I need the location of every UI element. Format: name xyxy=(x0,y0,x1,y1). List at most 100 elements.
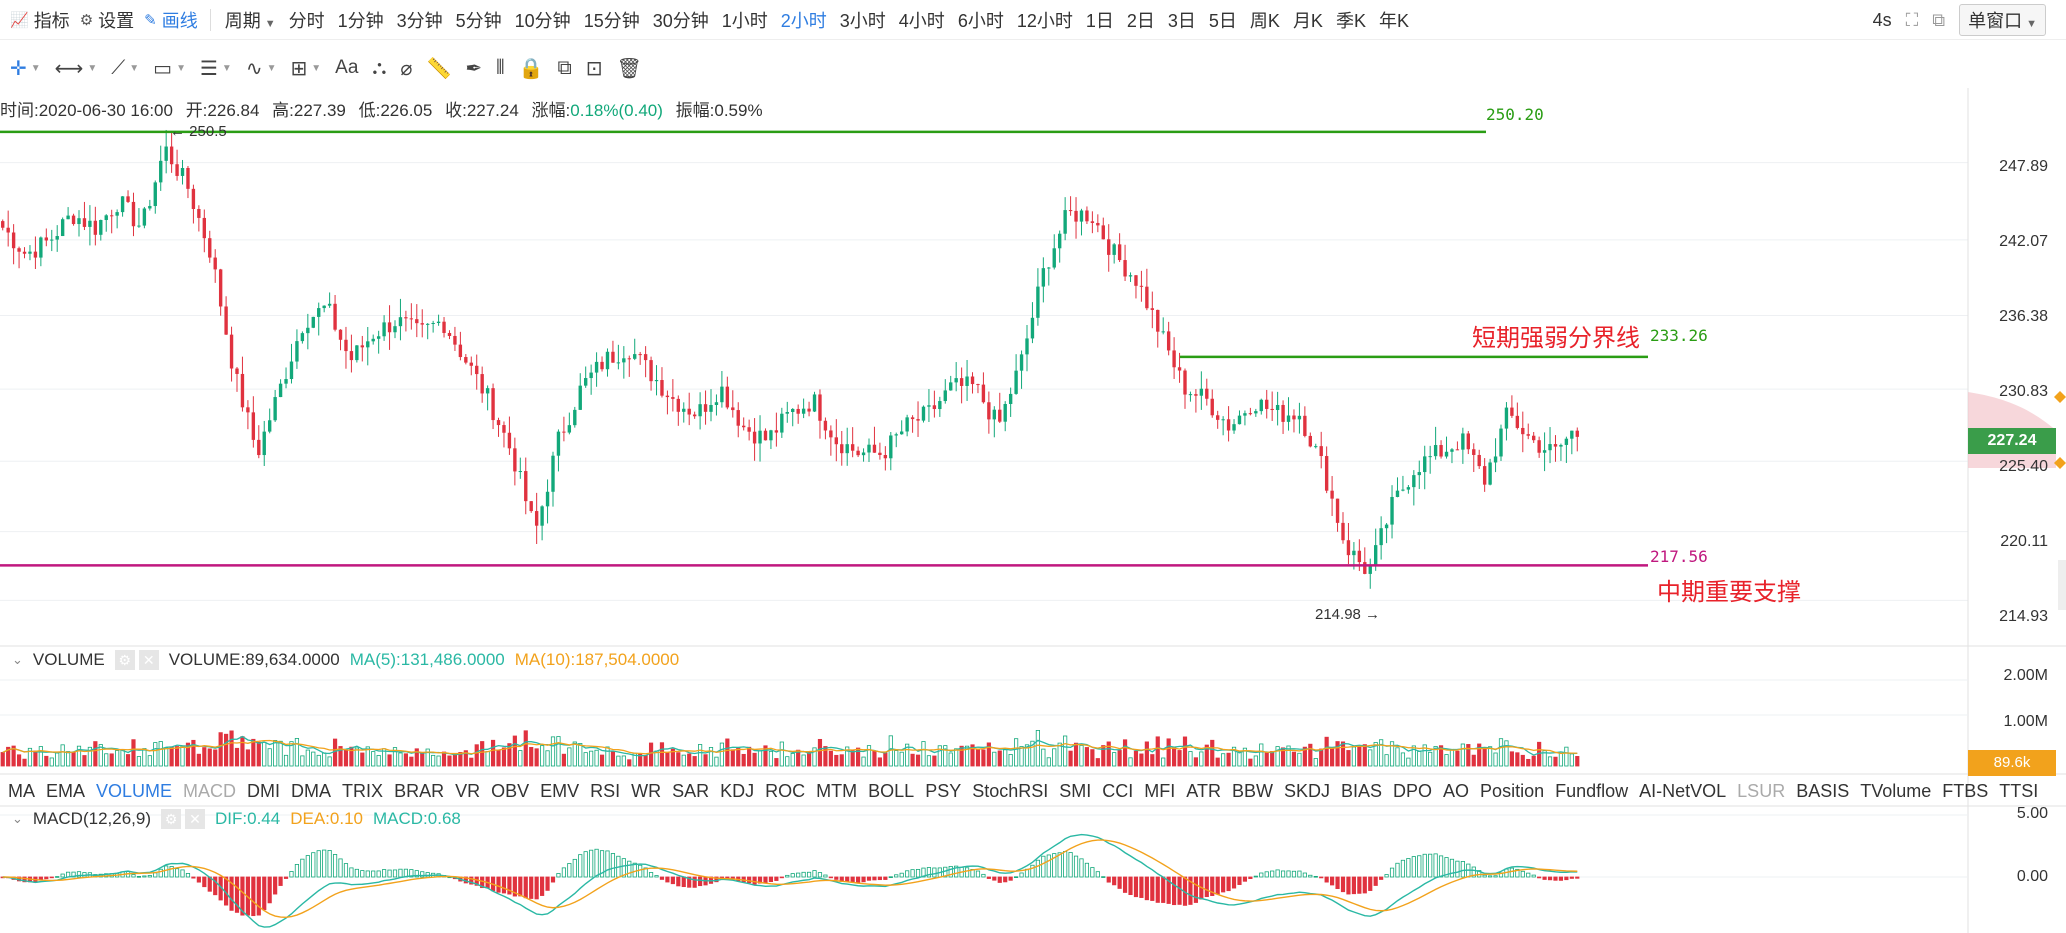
period-11[interactable]: 6小时 xyxy=(957,10,1004,31)
pen-tool[interactable]: ✒ xyxy=(465,51,482,85)
period-18[interactable]: 月K xyxy=(1292,10,1323,31)
copy-tool[interactable]: ⧉ xyxy=(557,51,571,85)
indicator-tab-12[interactable]: WR xyxy=(631,780,662,801)
magnet-tool[interactable]: ⫴ xyxy=(496,51,504,85)
indicator-tab-11[interactable]: RSI xyxy=(590,780,621,801)
volume-bar xyxy=(1133,750,1139,767)
indicator-tab-24[interactable]: BBW xyxy=(1231,780,1273,801)
period-6[interactable]: 30分钟 xyxy=(652,10,709,31)
settings-button[interactable]: ⚙ 设置 xyxy=(80,7,134,33)
close-icon[interactable]: ✕ xyxy=(138,650,159,670)
period-8[interactable]: 2小时 xyxy=(780,10,827,31)
gear-icon[interactable]: ⚙ xyxy=(114,650,135,670)
period-12[interactable]: 12小时 xyxy=(1016,10,1073,31)
window-mode-dropdown[interactable]: 单窗口 ▼ xyxy=(1959,4,2046,36)
collapse-icon[interactable]: ⌄ xyxy=(12,811,23,826)
indicator-tab-23[interactable]: ATR xyxy=(1186,780,1221,801)
indicator-tab-14[interactable]: KDJ xyxy=(720,780,755,801)
indicators-button[interactable]: 📈 指标 xyxy=(10,7,70,33)
ruler-tool[interactable]: 📏 xyxy=(426,51,451,85)
indicator-tab-9[interactable]: OBV xyxy=(491,780,530,801)
period-2[interactable]: 3分钟 xyxy=(396,10,443,31)
indicator-tab-7[interactable]: BRAR xyxy=(394,780,445,801)
candle-body xyxy=(1101,225,1105,240)
gear-icon[interactable]: ⚙ xyxy=(161,809,182,829)
indicator-tab-32[interactable]: LSUR xyxy=(1737,780,1786,801)
period-17[interactable]: 周K xyxy=(1249,10,1280,31)
collapse-icon[interactable]: ⌄ xyxy=(12,652,23,667)
indicator-tab-3[interactable]: MACD xyxy=(183,780,237,801)
period-15[interactable]: 3日 xyxy=(1167,10,1196,31)
indicator-tab-21[interactable]: CCI xyxy=(1102,780,1134,801)
volume-bar xyxy=(567,747,572,767)
indicator-tab-36[interactable]: TTSI xyxy=(1999,780,2039,801)
trendline-tool[interactable]: ⟋ ▼ xyxy=(111,51,139,85)
horizontal-ray-tool[interactable]: ⟷ ▼ xyxy=(55,51,98,85)
indicator-tab-1[interactable]: EMA xyxy=(46,780,86,801)
period-13[interactable]: 1日 xyxy=(1085,10,1114,31)
indicator-tab-35[interactable]: FTBS xyxy=(1942,780,1989,801)
indicator-tab-16[interactable]: MTM xyxy=(816,780,858,801)
period-14[interactable]: 2日 xyxy=(1126,10,1155,31)
period-20[interactable]: 年K xyxy=(1378,10,1409,31)
measure-tool[interactable]: ⊞ ▼ xyxy=(290,51,321,85)
indicator-tab-2[interactable]: VOLUME xyxy=(96,780,173,801)
period-4[interactable]: 10分钟 xyxy=(514,10,571,31)
candle-body xyxy=(208,238,212,258)
period-0[interactable]: 分时 xyxy=(288,10,325,31)
crosshair-tool[interactable]: ✛ ▼ xyxy=(10,51,41,85)
fullscreen-icon[interactable]: ⛶ xyxy=(1905,9,1919,30)
indicator-tab-20[interactable]: SMI xyxy=(1059,780,1092,801)
macd-histogram-bar xyxy=(1128,876,1133,896)
indicator-tab-10[interactable]: EMV xyxy=(540,780,580,801)
indicator-tab-34[interactable]: TVolume xyxy=(1860,780,1932,801)
indicator-tab-22[interactable]: MFI xyxy=(1144,780,1176,801)
period-16[interactable]: 5日 xyxy=(1208,10,1237,31)
indicator-tab-6[interactable]: TRIX xyxy=(342,780,384,801)
close-icon[interactable]: ✕ xyxy=(185,809,206,829)
indicator-tab-15[interactable]: ROC xyxy=(765,780,806,801)
candle-body xyxy=(240,373,245,408)
eraser-tool[interactable]: ⌀ xyxy=(400,51,412,85)
delete-tool[interactable]: 🗑 xyxy=(616,51,641,85)
lock-tool[interactable]: 🔒 xyxy=(519,51,544,85)
period-7[interactable]: 1小时 xyxy=(721,10,768,31)
macd-histogram-bar xyxy=(899,872,904,878)
rectangle-tool[interactable]: ▭ ▼ xyxy=(153,51,186,85)
volume-bar xyxy=(856,747,861,767)
indicator-tab-31[interactable]: AI-NetVOL xyxy=(1639,780,1727,801)
indicator-tab-17[interactable]: BOLL xyxy=(868,780,915,801)
popout-icon[interactable]: ⧉ xyxy=(1932,9,1946,30)
indicator-tab-13[interactable]: SAR xyxy=(672,780,710,801)
period-10[interactable]: 4小时 xyxy=(898,10,945,31)
price-chart[interactable] xyxy=(0,88,2066,933)
period-3[interactable]: 5分钟 xyxy=(455,10,502,31)
candle-body xyxy=(731,407,735,411)
indicator-tab-0[interactable]: MA xyxy=(8,780,35,801)
candle-body xyxy=(1036,286,1040,318)
indicator-tab-29[interactable]: Position xyxy=(1480,780,1545,801)
wave-tool[interactable]: ∿ ▼ xyxy=(246,51,277,85)
indicator-tab-5[interactable]: DMA xyxy=(291,780,332,801)
indicator-tab-19[interactable]: StochRSI xyxy=(972,780,1049,801)
period-9[interactable]: 3小时 xyxy=(839,10,886,31)
indicator-tab-30[interactable]: Fundflow xyxy=(1555,780,1629,801)
period-dropdown[interactable]: 周期 ▼ xyxy=(225,7,276,33)
draw-button[interactable]: ✎ 画线 xyxy=(144,7,198,33)
indicator-tab-33[interactable]: BASIS xyxy=(1796,780,1850,801)
period-5[interactable]: 15分钟 xyxy=(583,10,640,31)
hide-tool[interactable]: ⊡ xyxy=(586,51,603,85)
indicator-tab-26[interactable]: BIAS xyxy=(1340,780,1383,801)
indicator-tab-25[interactable]: SKDJ xyxy=(1283,780,1330,801)
text-tool[interactable]: Aa xyxy=(335,51,358,85)
indicator-tab-27[interactable]: DPO xyxy=(1393,780,1433,801)
parallel-lines-tool[interactable]: ☰ ▼ xyxy=(200,51,232,85)
indicator-tab-28[interactable]: AO xyxy=(1443,780,1470,801)
period-1[interactable]: 1分钟 xyxy=(337,10,384,31)
indicator-tab-18[interactable]: PSY xyxy=(925,780,962,801)
period-19[interactable]: 季K xyxy=(1335,10,1366,31)
indicator-tab-4[interactable]: DMI xyxy=(247,780,281,801)
refresh-interval[interactable]: 4s xyxy=(1872,9,1892,30)
indicator-tab-8[interactable]: VR xyxy=(455,780,481,801)
brush-tool[interactable]: ⛬ xyxy=(372,51,386,85)
